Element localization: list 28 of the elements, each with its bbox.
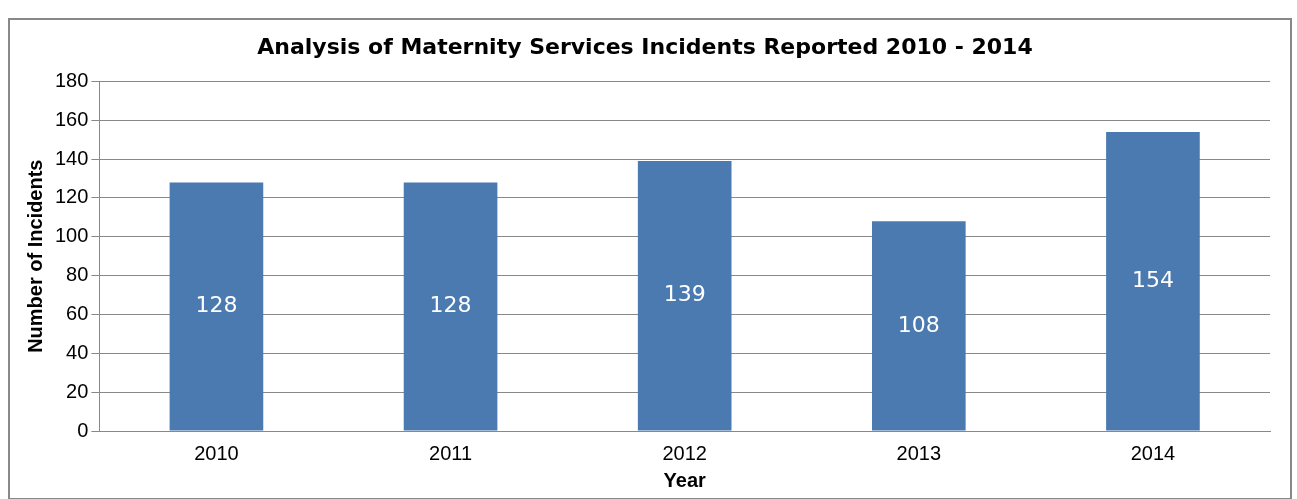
x-tick-label: 2012 — [662, 441, 707, 464]
chart-title: Analysis of Maternity Services Incidents Reported 2010 - 2014 — [257, 33, 1033, 59]
y-tick-label: 160 — [54, 107, 89, 130]
x-axis-title: Year — [663, 468, 707, 491]
x-tick-label: 2014 — [1130, 441, 1176, 464]
y-tick-label: 100 — [54, 224, 89, 247]
x-tick-label: 2011 — [429, 441, 473, 464]
y-tick-label: 20 — [66, 379, 89, 402]
y-tick-label: 60 — [66, 301, 89, 324]
bar — [871, 221, 966, 431]
data-label: 108 — [897, 311, 940, 337]
x-tick-label: 2013 — [896, 441, 942, 464]
y-tick-label: 120 — [54, 185, 89, 208]
y-tick-label: 140 — [54, 146, 89, 169]
x-tick-label: 2010 — [194, 441, 239, 464]
y-axis-title: Number of Incidents — [23, 159, 46, 353]
y-tick-label: 80 — [66, 263, 89, 286]
data-label: 154 — [1131, 266, 1174, 292]
y-tick-label: 180 — [54, 68, 89, 91]
bar — [1106, 131, 1200, 431]
bar — [403, 182, 498, 431]
data-label: 128 — [195, 292, 238, 318]
bar — [169, 182, 264, 431]
data-label: 128 — [429, 292, 472, 318]
bar — [637, 161, 732, 431]
data-label: 139 — [663, 281, 706, 307]
y-tick-label: 40 — [66, 340, 89, 363]
y-tick-label: 0 — [77, 418, 89, 441]
